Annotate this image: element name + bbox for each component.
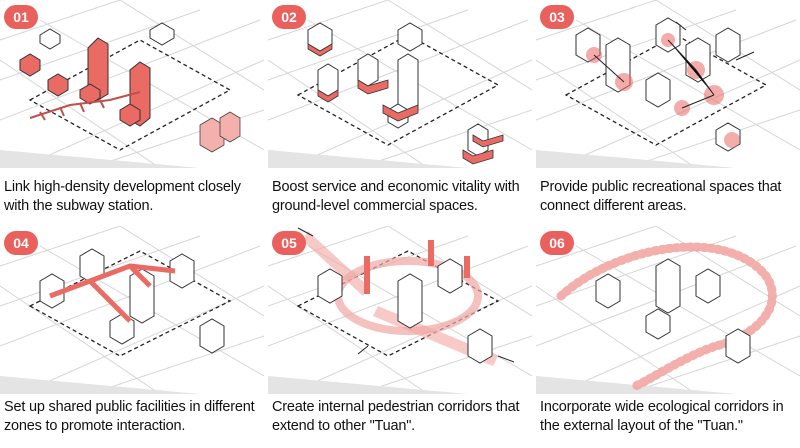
panel-number-badge: 04 <box>4 231 38 255</box>
panel-caption: Boost service and economic vitality with… <box>272 179 520 214</box>
site-diagram-05 <box>268 226 532 394</box>
panel-06: 06 Incorporate wide ecological corridors… <box>536 226 800 448</box>
panel-number-badge: 06 <box>540 231 574 255</box>
site-diagram-01 <box>0 0 264 168</box>
panel-number-badge: 05 <box>272 231 306 255</box>
panel-01: 01 Link high-density development closely… <box>0 0 264 222</box>
site-diagram-02 <box>268 0 532 168</box>
panel-caption: Provide public recreational spaces that … <box>540 179 782 214</box>
site-diagram-04 <box>0 226 264 394</box>
panel-caption: Set up shared public facilities in diffe… <box>4 399 255 434</box>
panel-04: 04 Set up shared public facilities in di… <box>0 226 264 448</box>
panel-number-badge: 03 <box>540 5 574 29</box>
panel-02: 02 Boost service and economic vitality w… <box>268 0 532 222</box>
panel-number-badge: 02 <box>272 5 306 29</box>
site-diagram-03 <box>536 0 800 168</box>
site-diagram-06 <box>536 226 800 394</box>
panel-caption: Incorporate wide ecological corridors in… <box>540 399 784 434</box>
panel-number-badge: 01 <box>4 5 38 29</box>
panel-05: 05 Create internal pedestrian corridors … <box>268 226 532 448</box>
panel-caption: Link high-density development closely wi… <box>4 179 241 214</box>
panel-03: 03 Provide public recreational spaces th… <box>536 0 800 222</box>
panel-caption: Create internal pedestrian corridors tha… <box>272 399 520 434</box>
